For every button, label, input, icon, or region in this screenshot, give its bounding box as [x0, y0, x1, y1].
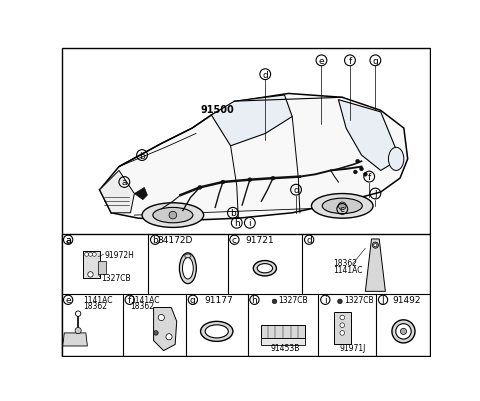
Polygon shape: [262, 325, 304, 338]
Text: d: d: [293, 186, 299, 195]
Text: 1141AC: 1141AC: [333, 265, 362, 275]
Text: 1141AC: 1141AC: [83, 296, 112, 304]
Ellipse shape: [205, 325, 228, 338]
Text: e: e: [319, 57, 324, 66]
Circle shape: [198, 186, 202, 190]
Ellipse shape: [253, 261, 276, 276]
Circle shape: [363, 173, 367, 177]
Circle shape: [75, 328, 81, 334]
Polygon shape: [100, 171, 134, 213]
Ellipse shape: [396, 324, 411, 339]
Text: i: i: [249, 219, 251, 228]
Text: 18362: 18362: [83, 301, 107, 310]
Circle shape: [154, 331, 158, 335]
Circle shape: [340, 316, 345, 320]
Circle shape: [92, 253, 96, 257]
Text: g: g: [372, 57, 378, 66]
Text: 1327CB: 1327CB: [101, 273, 131, 282]
Text: f: f: [348, 57, 351, 66]
Text: 84172D: 84172D: [157, 236, 193, 245]
Bar: [98, 261, 106, 275]
Circle shape: [372, 243, 378, 249]
Text: e: e: [65, 296, 71, 304]
Polygon shape: [100, 94, 408, 221]
Text: b: b: [152, 236, 158, 245]
Text: f: f: [368, 173, 371, 182]
Text: h: h: [252, 296, 257, 304]
Text: 91500: 91500: [201, 105, 234, 115]
Circle shape: [221, 180, 225, 184]
Text: 91972H: 91972H: [104, 250, 134, 259]
Text: 91492: 91492: [393, 296, 421, 304]
Polygon shape: [338, 100, 400, 171]
Circle shape: [338, 203, 346, 210]
Text: h: h: [234, 219, 240, 228]
Circle shape: [75, 311, 81, 316]
Circle shape: [400, 328, 407, 334]
Circle shape: [271, 177, 275, 180]
Bar: [62, 235, 430, 356]
Ellipse shape: [180, 253, 196, 284]
Text: J: J: [382, 296, 384, 304]
Text: 1327CB: 1327CB: [344, 296, 373, 304]
Text: a: a: [65, 236, 71, 245]
Text: 91971J: 91971J: [340, 343, 366, 352]
Text: i: i: [324, 296, 326, 304]
Ellipse shape: [322, 198, 362, 214]
Circle shape: [88, 272, 93, 277]
Polygon shape: [134, 188, 147, 200]
Ellipse shape: [388, 148, 404, 171]
Ellipse shape: [392, 320, 415, 343]
Text: b: b: [230, 209, 236, 218]
Ellipse shape: [142, 203, 204, 228]
Text: a: a: [121, 178, 127, 187]
Text: 91721: 91721: [246, 236, 274, 245]
Polygon shape: [63, 333, 87, 346]
Polygon shape: [365, 239, 385, 292]
Ellipse shape: [153, 208, 193, 223]
Ellipse shape: [312, 194, 373, 219]
Polygon shape: [211, 96, 292, 146]
Circle shape: [166, 334, 172, 340]
Circle shape: [340, 331, 345, 335]
Text: 1327CB: 1327CB: [278, 296, 308, 304]
Polygon shape: [154, 308, 177, 351]
Ellipse shape: [185, 254, 191, 258]
Text: 91177: 91177: [204, 296, 233, 304]
Circle shape: [340, 323, 345, 328]
Text: 18362: 18362: [333, 258, 357, 267]
Text: c: c: [232, 236, 237, 245]
Circle shape: [374, 244, 377, 247]
Circle shape: [337, 299, 342, 304]
Text: 91453B: 91453B: [271, 343, 300, 352]
Text: d: d: [306, 236, 312, 245]
Bar: [334, 312, 351, 344]
Text: c: c: [340, 205, 345, 214]
Text: b: b: [139, 151, 145, 160]
Circle shape: [88, 253, 92, 257]
Circle shape: [353, 171, 357, 174]
Circle shape: [360, 168, 363, 171]
Text: f: f: [128, 296, 132, 304]
Text: 18362: 18362: [131, 301, 155, 310]
Circle shape: [272, 299, 277, 304]
Ellipse shape: [201, 322, 233, 342]
Bar: [83, 252, 100, 279]
Circle shape: [84, 253, 88, 257]
Circle shape: [356, 160, 360, 164]
Ellipse shape: [182, 258, 193, 279]
Text: J: J: [374, 190, 377, 198]
Circle shape: [169, 212, 177, 219]
Text: d: d: [263, 71, 268, 79]
Circle shape: [158, 315, 164, 321]
Text: a: a: [65, 235, 71, 245]
Text: 1141AC: 1141AC: [131, 296, 160, 304]
Bar: [262, 338, 304, 345]
Ellipse shape: [257, 264, 273, 273]
Text: g: g: [190, 296, 196, 304]
Circle shape: [248, 178, 252, 182]
